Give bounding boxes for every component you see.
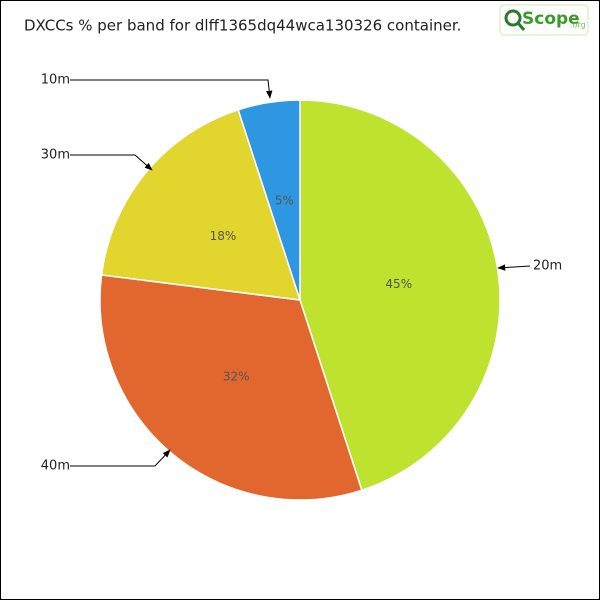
logo-lens xyxy=(504,9,522,27)
category-label: 40m xyxy=(41,459,70,474)
value-label: 32% xyxy=(223,370,250,384)
value-label: 5% xyxy=(275,194,294,208)
pie-slice xyxy=(99,274,363,501)
logo-handle xyxy=(516,22,526,31)
category-label: 30m xyxy=(41,148,70,163)
callout-line xyxy=(497,264,531,271)
category-label: 10m xyxy=(41,73,70,88)
category-label: 20m xyxy=(533,259,562,274)
callout-line xyxy=(70,449,171,467)
value-label: 45% xyxy=(385,277,412,291)
callout-line xyxy=(70,79,273,99)
pie-slice xyxy=(100,108,302,301)
value-label: 18% xyxy=(210,229,237,243)
callout-line xyxy=(70,154,153,171)
chart-title: DXCCs % per band for dlff1365dq44wca1303… xyxy=(24,17,461,35)
logo-text: Scope xyxy=(522,9,580,29)
logo: Scope .org xyxy=(499,4,589,36)
pie-slice xyxy=(237,99,301,301)
logo-suffix: .org xyxy=(570,21,586,30)
